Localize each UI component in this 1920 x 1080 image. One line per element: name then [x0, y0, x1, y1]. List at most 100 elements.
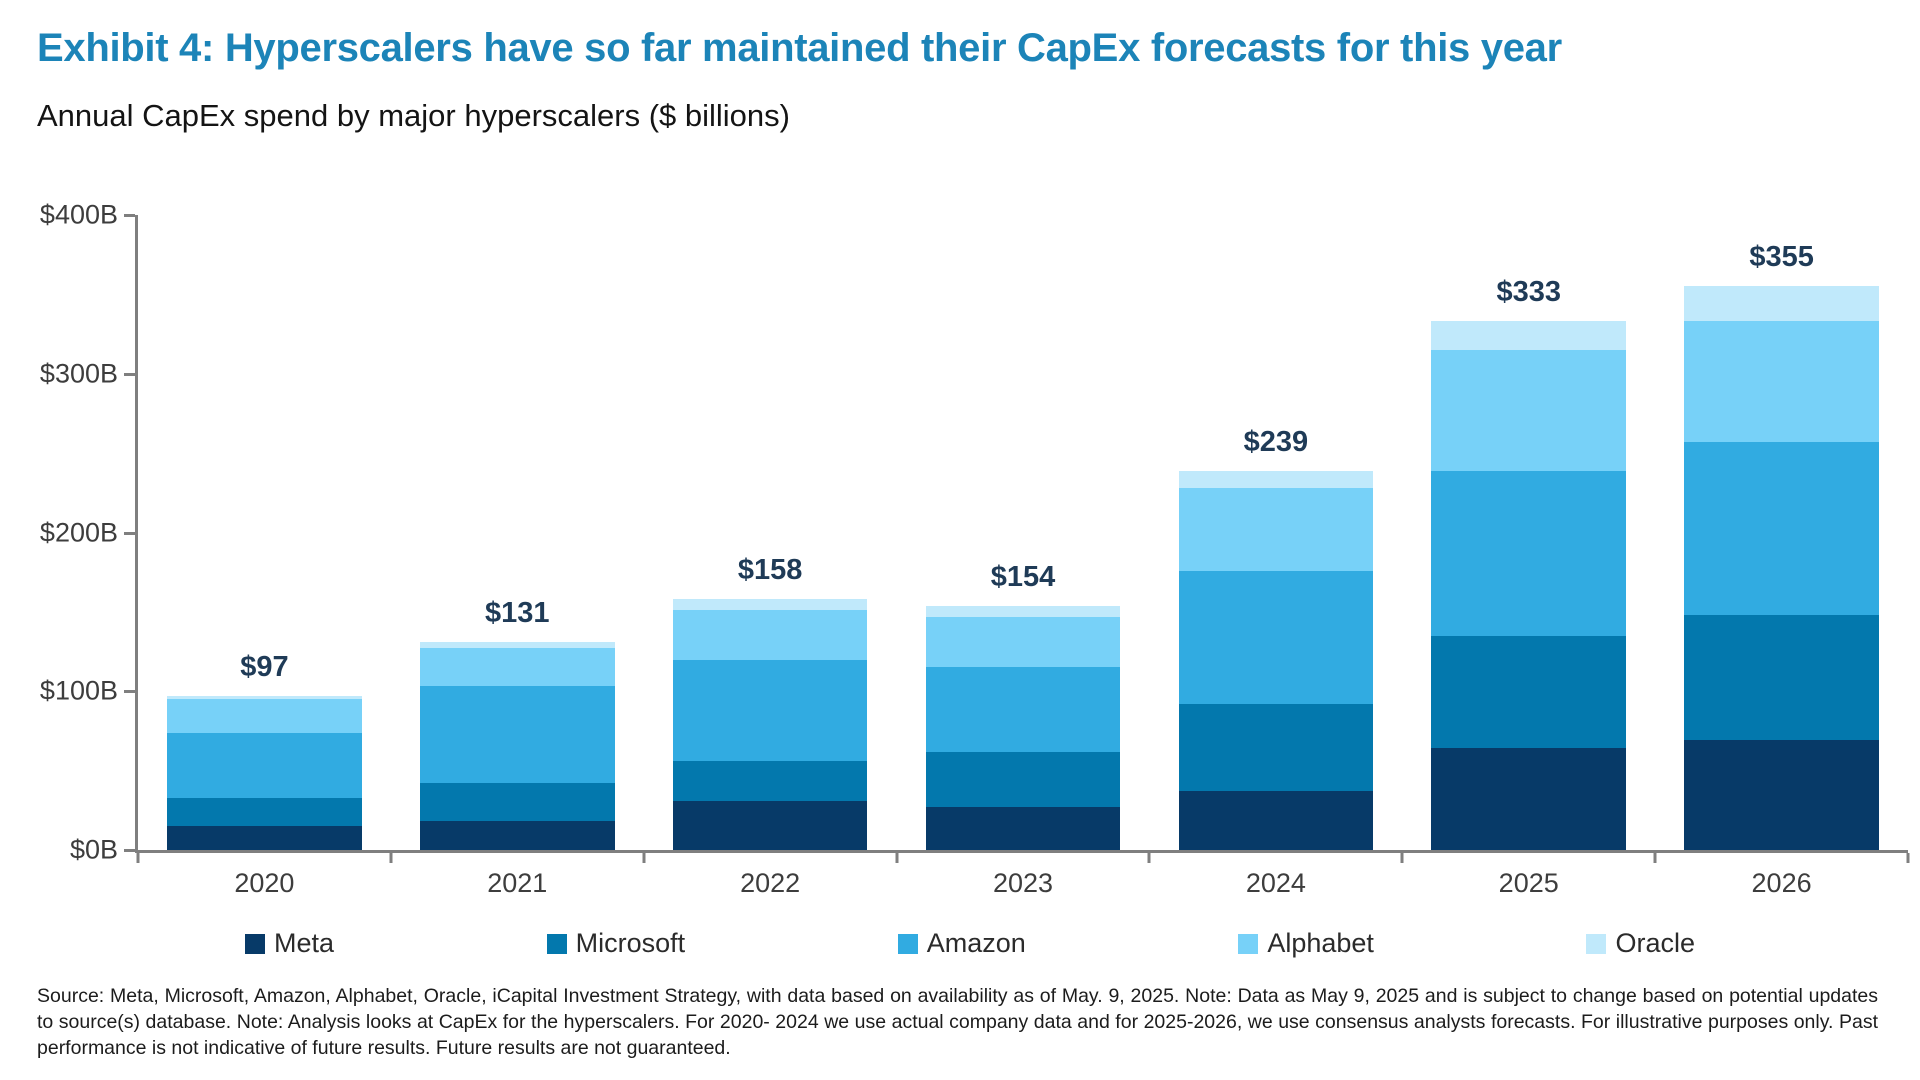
segment-oracle-2021	[419, 642, 615, 649]
segment-alphabet-2023	[925, 616, 1121, 668]
legend-item-meta: Meta	[245, 928, 334, 959]
segment-microsoft-2020	[167, 797, 362, 827]
x-axis-label: 2025	[1498, 868, 1559, 898]
segment-alphabet-2026	[1684, 321, 1879, 442]
source-note: Source: Meta, Microsoft, Amazon, Alphabe…	[37, 985, 1878, 1059]
legend-label: Amazon	[926, 928, 1026, 958]
segment-amazon-2025	[1431, 470, 1627, 636]
segment-meta-2026	[1684, 740, 1879, 850]
x-axis-label: 2026	[1751, 868, 1812, 898]
exhibit-title: Exhibit 4: Hyperscalers have so far main…	[37, 26, 1562, 70]
segment-meta-2024	[1178, 791, 1374, 850]
segment-amazon-2023	[925, 667, 1121, 752]
segment-alphabet-2025	[1431, 349, 1627, 471]
segment-oracle-2020	[167, 696, 362, 700]
x-axis-label: 2023	[992, 868, 1054, 898]
legend-swatch-meta	[245, 933, 265, 954]
y-axis-tick-label: $300B	[39, 358, 118, 389]
legend-item-microsoft: Microsoft	[546, 928, 686, 959]
bar-stack-2020	[167, 696, 362, 850]
segment-oracle-2025	[1431, 321, 1627, 350]
legend-swatch-oracle	[1586, 933, 1607, 954]
x-axis-tick-mark	[136, 853, 140, 863]
segment-meta-2021	[419, 821, 615, 850]
legend-label: Oracle	[1615, 928, 1695, 958]
bar-group-2025: $333 2025	[1402, 215, 1655, 898]
segment-alphabet-2024	[1178, 488, 1374, 571]
x-axis-tick-mark	[895, 853, 899, 863]
legend-item-amazon: Amazon	[897, 928, 1026, 959]
y-axis-tick-label: $100B	[39, 675, 118, 706]
segment-oracle-2023	[925, 605, 1121, 617]
bar-stack-2024	[1178, 470, 1374, 850]
segment-alphabet-2020	[167, 699, 362, 733]
bar-stack-2025	[1431, 321, 1627, 850]
x-axis-tick-mark	[1653, 853, 1657, 863]
segment-amazon-2021	[419, 686, 615, 784]
segment-meta-2025	[1431, 748, 1627, 850]
legend-label: Microsoft	[575, 928, 686, 958]
y-axis-tick-mark	[124, 849, 135, 852]
segment-amazon-2022	[672, 659, 868, 762]
bar-group-2024: $239 2024	[1149, 215, 1402, 898]
x-axis-tick-mark	[1400, 853, 1404, 863]
segment-microsoft-2026	[1684, 615, 1879, 741]
segment-microsoft-2021	[419, 783, 615, 822]
x-axis-label: 2022	[740, 868, 801, 898]
plot-area: $97 2020 $131 2021 $158 2022 $154 2023 $239 2024 $…	[124, 214, 1910, 898]
total-value-label: $239	[1243, 425, 1309, 458]
total-value-label: $97	[240, 651, 289, 684]
x-axis-tick-mark	[1147, 853, 1151, 863]
legend-label: Alphabet	[1267, 928, 1374, 958]
x-axis-tick-mark	[642, 853, 646, 863]
bar-group-2026: $355 2026	[1655, 215, 1908, 898]
segment-oracle-2026	[1684, 286, 1879, 322]
chart-legend: Meta Microsoft Amazon Alphabet Oracle	[245, 928, 1695, 959]
legend-swatch-alphabet	[1238, 933, 1259, 954]
bars-row: $97 2020 $131 2021 $158 2022 $154 2023 $239 2024 $…	[138, 215, 1908, 898]
y-axis-tick-mark	[124, 531, 135, 535]
x-axis-label: 2020	[234, 868, 295, 898]
bar-group-2020: $97 2020	[138, 215, 391, 898]
bar-stack-2022	[672, 599, 868, 850]
segment-microsoft-2023	[925, 751, 1121, 808]
total-value-label: $131	[485, 597, 550, 630]
y-axis-tick-mark	[124, 690, 135, 694]
y-axis-tick-label: $400B	[39, 199, 118, 230]
x-axis-label: 2024	[1245, 868, 1306, 898]
bar-stack-2023	[925, 605, 1121, 850]
bar-stack-2021	[419, 642, 615, 850]
segment-alphabet-2021	[419, 648, 615, 687]
bar-group-2022: $158 2022	[644, 215, 897, 898]
segment-amazon-2020	[167, 732, 362, 798]
bar-stack-2026	[1684, 286, 1879, 850]
legend-swatch-amazon	[897, 933, 918, 954]
segment-microsoft-2025	[1431, 635, 1627, 749]
y-axis-tick-label: $200B	[39, 517, 118, 547]
total-value-label: $333	[1496, 276, 1561, 309]
segment-microsoft-2024	[1178, 703, 1374, 792]
segment-amazon-2024	[1178, 570, 1374, 704]
segment-meta-2023	[925, 807, 1121, 850]
segment-oracle-2024	[1178, 470, 1374, 489]
chart-subtitle: Annual CapEx spend by major hyperscalers…	[37, 98, 790, 133]
segment-meta-2020	[167, 826, 362, 850]
legend-swatch-microsoft	[546, 933, 567, 954]
x-axis-tick-mark	[389, 853, 393, 863]
segment-amazon-2026	[1684, 442, 1879, 616]
bar-group-2021: $131 2021	[391, 215, 644, 898]
y-axis-tick-mark	[124, 214, 135, 217]
x-axis-label: 2021	[487, 868, 548, 898]
bar-group-2023: $154 2023	[897, 215, 1150, 898]
x-axis-tick-mark	[1906, 853, 1910, 863]
segment-oracle-2022	[672, 599, 868, 611]
total-value-label: $158	[737, 554, 803, 587]
segment-alphabet-2022	[672, 610, 868, 660]
legend-item-oracle: Oracle	[1586, 928, 1695, 959]
segment-microsoft-2022	[672, 761, 868, 801]
legend-item-alphabet: Alphabet	[1238, 928, 1374, 959]
total-value-label: $355	[1749, 241, 1814, 274]
legend-label: Meta	[274, 928, 335, 958]
